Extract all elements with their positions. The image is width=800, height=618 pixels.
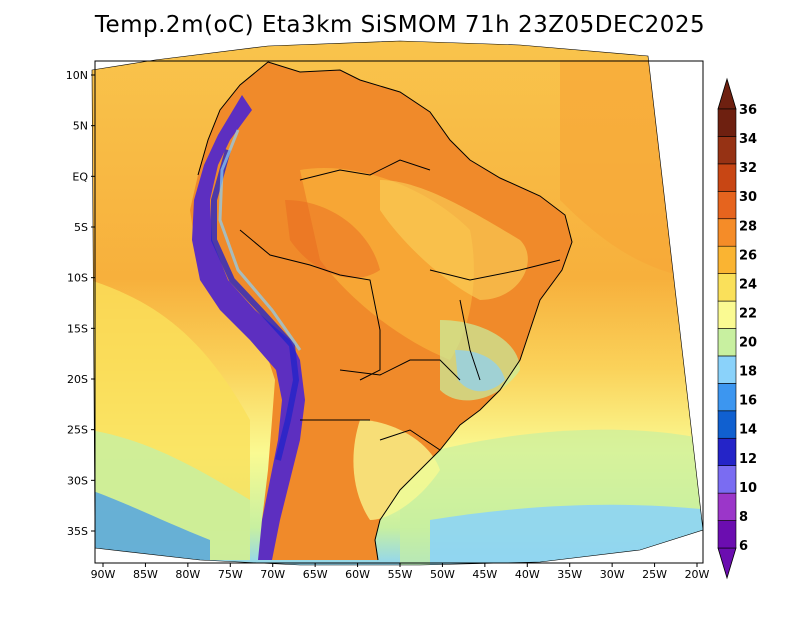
colorbar-swatch xyxy=(717,191,737,220)
axes-frame xyxy=(94,60,704,564)
longitude-axis: 90W 85W 80W 75W 70W 65W 60W 55W 50W 45W 40W 35W 30W 2… xyxy=(91,563,710,581)
lat-tick-label: 15S xyxy=(67,322,88,335)
uruguay-cool-area xyxy=(353,420,440,520)
andes-core xyxy=(211,149,300,461)
colorbar-label: 36 xyxy=(739,103,757,118)
lon-tick-label: 85W xyxy=(133,568,158,581)
lon-tick-label: 75W xyxy=(218,568,243,581)
lon-tick-label: 55W xyxy=(388,568,413,581)
colorbar-swatch xyxy=(717,355,737,384)
lon-tick-label: 40W xyxy=(515,568,540,581)
colorbar-swatch xyxy=(717,218,737,247)
lat-tick-label: 5N xyxy=(73,120,88,133)
lat-tick-label: 35S xyxy=(67,525,88,538)
country-borders xyxy=(197,61,573,561)
lon-tick-label: 45W xyxy=(472,568,497,581)
colorbar-label: 34 xyxy=(739,132,757,147)
colorbar-swatch xyxy=(717,108,737,137)
colorbar-label: 20 xyxy=(739,336,757,351)
colorbar-label: 6 xyxy=(739,539,748,554)
colorbar-label: 28 xyxy=(739,219,757,234)
colorbar-swatch xyxy=(717,136,737,165)
lon-tick-label: 30W xyxy=(600,568,625,581)
lon-tick-label: 70W xyxy=(260,568,285,581)
lon-tick-label: 80W xyxy=(175,568,200,581)
colorbar-label: 18 xyxy=(739,365,757,380)
colorbar-swatch xyxy=(717,328,737,357)
lat-tick-label: 10N xyxy=(66,69,88,82)
colorbar: 36 34 32 30 28 26 24 22 20 18 16 14 12 10 8 6 xyxy=(717,77,757,580)
colorbar-swatch xyxy=(717,300,737,329)
temperature-field xyxy=(92,41,703,565)
amazon-hot-area xyxy=(285,200,380,279)
atlantic-cold-band xyxy=(430,504,703,565)
colorbar-label: 30 xyxy=(739,190,757,205)
colorbar-swatch xyxy=(717,410,737,439)
lat-tick-label: 20S xyxy=(67,373,88,386)
lon-tick-label: 20W xyxy=(685,568,710,581)
colorbar-label: 26 xyxy=(739,248,757,263)
lon-tick-label: 65W xyxy=(303,568,328,581)
latitude-axis: 10N 5N EQ 5S 10S 15S 20S 25S 30S 35S xyxy=(66,69,95,538)
colorbar-swatch xyxy=(717,163,737,192)
northeast-warm-area xyxy=(380,180,528,300)
domain-outline xyxy=(91,40,704,566)
colorbar-swatch xyxy=(717,520,737,549)
map-title: Temp.2m(oC) Eta3km SiSMOM 71h 23Z05DEC20… xyxy=(94,12,706,38)
colorbar-label: 24 xyxy=(739,277,757,292)
lon-tick-label: 35W xyxy=(557,568,582,581)
lon-tick-label: 50W xyxy=(430,568,455,581)
lat-tick-label: 10S xyxy=(67,272,88,285)
colorbar-min-arrow xyxy=(717,547,737,580)
andes-edge xyxy=(218,129,302,351)
colorbar-label: 32 xyxy=(739,161,757,176)
colorbar-swatch xyxy=(717,465,737,494)
colorbar-swatch xyxy=(717,383,737,412)
colorbar-swatch xyxy=(717,273,737,302)
colorbar-swatch xyxy=(717,245,737,274)
lon-tick-label: 60W xyxy=(345,568,370,581)
lon-tick-label: 90W xyxy=(91,568,116,581)
colorbar-label: 14 xyxy=(739,423,757,438)
colorbar-label: 16 xyxy=(739,394,757,409)
colorbar-label: 10 xyxy=(739,481,757,496)
colorbar-max-arrow xyxy=(717,77,737,110)
lat-tick-label: 30S xyxy=(67,474,88,487)
highland-cold-area xyxy=(455,350,505,392)
lat-tick-label: 5S xyxy=(74,221,88,234)
andes-cold-stripe xyxy=(192,95,305,560)
colorbar-swatch xyxy=(717,492,737,521)
lat-tick-label: EQ xyxy=(72,170,88,183)
colorbar-label: 8 xyxy=(739,510,748,525)
lat-tick-label: 25S xyxy=(67,424,88,437)
colorbar-label: 12 xyxy=(739,452,757,467)
colorbar-label: 22 xyxy=(739,306,757,321)
pacific-south-cold xyxy=(92,490,210,560)
colorbar-swatch xyxy=(717,437,737,466)
lon-tick-label: 25W xyxy=(642,568,667,581)
